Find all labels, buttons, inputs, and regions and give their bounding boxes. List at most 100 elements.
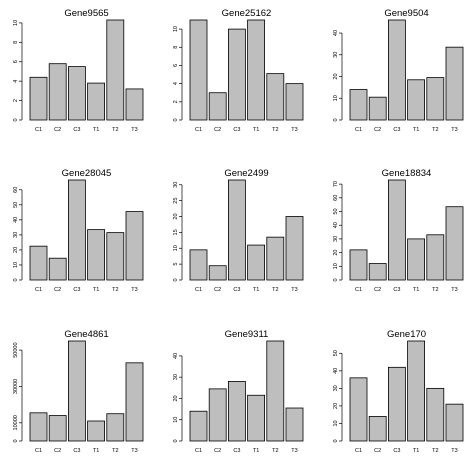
bar-c1 xyxy=(189,410,208,442)
category-label: T2 xyxy=(112,287,118,293)
y-tick-label: 10 xyxy=(173,245,179,251)
bar-c3 xyxy=(68,179,86,281)
bar-t2 xyxy=(426,234,445,281)
category-label: T2 xyxy=(272,127,278,133)
y-tick-label: 20 xyxy=(333,403,339,409)
chart-title: Gene18834 xyxy=(382,168,432,179)
y-tick-label: 2 xyxy=(173,100,179,103)
bar-t3 xyxy=(285,407,304,442)
chart-title: Gene170 xyxy=(387,329,426,340)
y-tick-label: 2 xyxy=(13,99,19,102)
bar-c2 xyxy=(368,96,387,121)
panel-gene9504: Gene9504 C1 C2 C3 T1 T2 T3 0 10 20 30 40 xyxy=(333,8,464,133)
category-label: C1 xyxy=(35,287,42,293)
panel-gene25162: Gene25162 C1 C2 C3 T1 T2 T3 0 2 4 6 8 10 xyxy=(173,8,304,133)
category-label: C2 xyxy=(214,287,221,293)
category-label: T3 xyxy=(451,287,457,293)
y-tick-label: 15 xyxy=(173,229,179,235)
category-label: T3 xyxy=(291,287,297,293)
category-label: T3 xyxy=(131,448,137,454)
y-tick-label: 0 xyxy=(173,118,179,121)
bar-c3 xyxy=(227,179,246,281)
y-tick-label: 50 xyxy=(333,350,339,356)
category-label: T1 xyxy=(93,448,99,454)
category-label: T1 xyxy=(253,127,259,133)
bar-t2 xyxy=(106,19,125,121)
chart-title: Gene4861 xyxy=(64,329,108,340)
category-label: T2 xyxy=(432,127,438,133)
category-label: T3 xyxy=(131,127,137,133)
category-label: C3 xyxy=(73,127,80,133)
y-tick-label: 4 xyxy=(13,80,19,83)
y-tick-label: 4 xyxy=(173,82,179,85)
bar-t3 xyxy=(125,362,144,442)
y-tick-label: 6 xyxy=(173,64,179,67)
y-tick-label: 20 xyxy=(333,250,339,256)
category-label: C1 xyxy=(35,448,42,454)
category-label: C2 xyxy=(374,287,381,293)
bar-c2 xyxy=(48,63,67,121)
bar-t3 xyxy=(445,403,464,442)
category-label: T1 xyxy=(413,127,419,133)
y-tick-label: 20 xyxy=(173,213,179,219)
bar-t2 xyxy=(426,387,445,442)
chart-title: Gene9565 xyxy=(64,8,108,19)
y-tick-label: 10 xyxy=(333,95,339,101)
y-tick-label: 8 xyxy=(173,46,179,49)
y-tick-label: 0 xyxy=(173,439,179,442)
category-label: C3 xyxy=(233,448,240,454)
y-tick-label: 50000 xyxy=(13,342,19,357)
category-label: C2 xyxy=(214,127,221,133)
bar-c1 xyxy=(29,412,48,442)
y-tick-label: 0 xyxy=(333,278,339,281)
y-tick-label: 10 xyxy=(173,26,179,32)
y-tick-label: 40 xyxy=(333,368,339,374)
y-tick-label: 30 xyxy=(173,374,179,380)
y-tick-label: 30000 xyxy=(13,379,19,394)
bar-c1 xyxy=(349,249,368,281)
bar-t3 xyxy=(445,206,464,281)
category-label: T2 xyxy=(272,448,278,454)
y-tick-label: 6 xyxy=(13,60,19,63)
category-label: T3 xyxy=(291,448,297,454)
panel-gene4861: Gene4861 C1 C2 C3 T1 T2 T3 0 10000 30000 50000 xyxy=(13,329,144,454)
category-label: T1 xyxy=(253,287,259,293)
bar-t2 xyxy=(106,413,125,442)
category-label: C1 xyxy=(355,127,362,133)
bar-t3 xyxy=(125,88,144,121)
y-tick-label: 0 xyxy=(13,118,19,121)
bar-t1 xyxy=(87,420,105,442)
bar-t2 xyxy=(426,77,445,121)
category-label: C2 xyxy=(374,448,381,454)
category-label: C2 xyxy=(214,448,221,454)
category-label: C2 xyxy=(54,448,61,454)
category-label: T2 xyxy=(432,287,438,293)
y-tick-label: 40 xyxy=(173,353,179,359)
category-label: C2 xyxy=(374,127,381,133)
panel-gene2499: Gene2499 C1 C2 C3 T1 T2 T3 0 5 10 15 20 25 30 xyxy=(173,168,304,293)
bar-c2 xyxy=(208,388,227,442)
bar-c1 xyxy=(189,249,208,281)
bar-t2 xyxy=(106,232,125,281)
bar-c3 xyxy=(227,381,246,442)
category-label: T3 xyxy=(291,127,297,133)
y-tick-label: 50 xyxy=(333,208,339,214)
category-label: C1 xyxy=(355,287,362,293)
bar-c3 xyxy=(68,66,86,121)
category-label: T1 xyxy=(93,127,99,133)
y-tick-label: 30 xyxy=(333,236,339,242)
bar-c1 xyxy=(29,76,48,121)
y-tick-label: 10 xyxy=(333,420,339,426)
bar-c2 xyxy=(48,415,67,442)
bar-t2 xyxy=(266,236,285,281)
category-label: C2 xyxy=(54,287,61,293)
category-label: C3 xyxy=(393,127,400,133)
bar-c2 xyxy=(208,265,227,281)
y-tick-label: 8 xyxy=(13,41,19,44)
y-tick-label: 0 xyxy=(333,118,339,121)
category-label: C3 xyxy=(393,448,400,454)
panel-gene9565: Gene9565 C1 C2 C3 T1 T2 T3 0 2 4 6 8 10 xyxy=(13,8,144,133)
bar-c1 xyxy=(189,19,208,121)
y-tick-label: 30 xyxy=(333,385,339,391)
category-label: C1 xyxy=(195,127,202,133)
